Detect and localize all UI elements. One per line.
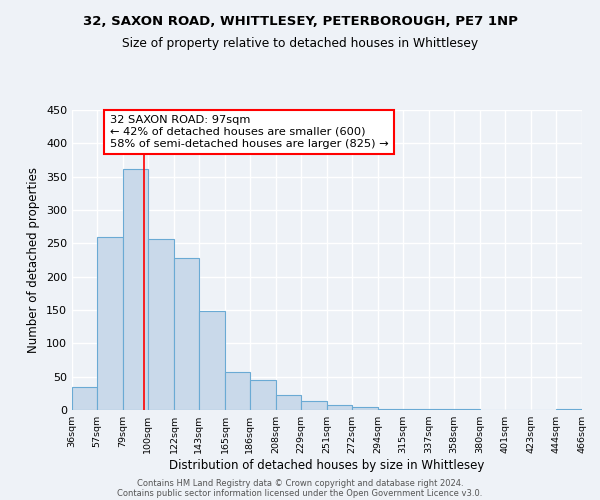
Bar — [276, 396, 301, 410]
Bar — [250, 380, 276, 410]
Text: 32, SAXON ROAD, WHITTLESEY, PETERBOROUGH, PE7 1NP: 32, SAXON ROAD, WHITTLESEY, PETERBOROUGH… — [83, 15, 517, 28]
X-axis label: Distribution of detached houses by size in Whittlesey: Distribution of detached houses by size … — [169, 459, 485, 472]
Bar — [301, 402, 327, 410]
Bar — [199, 312, 225, 410]
Y-axis label: Number of detached properties: Number of detached properties — [28, 167, 40, 353]
Bar — [327, 404, 352, 410]
Bar — [72, 386, 97, 410]
Bar — [378, 408, 403, 410]
Bar — [352, 406, 378, 410]
Bar — [97, 236, 123, 410]
Text: Size of property relative to detached houses in Whittlesey: Size of property relative to detached ho… — [122, 38, 478, 51]
Bar — [148, 238, 174, 410]
Text: Contains HM Land Registry data © Crown copyright and database right 2024.: Contains HM Land Registry data © Crown c… — [137, 478, 463, 488]
Bar — [225, 372, 250, 410]
Bar — [174, 258, 199, 410]
Text: Contains public sector information licensed under the Open Government Licence v3: Contains public sector information licen… — [118, 488, 482, 498]
Text: 32 SAXON ROAD: 97sqm
← 42% of detached houses are smaller (600)
58% of semi-deta: 32 SAXON ROAD: 97sqm ← 42% of detached h… — [110, 116, 389, 148]
Bar — [123, 168, 148, 410]
